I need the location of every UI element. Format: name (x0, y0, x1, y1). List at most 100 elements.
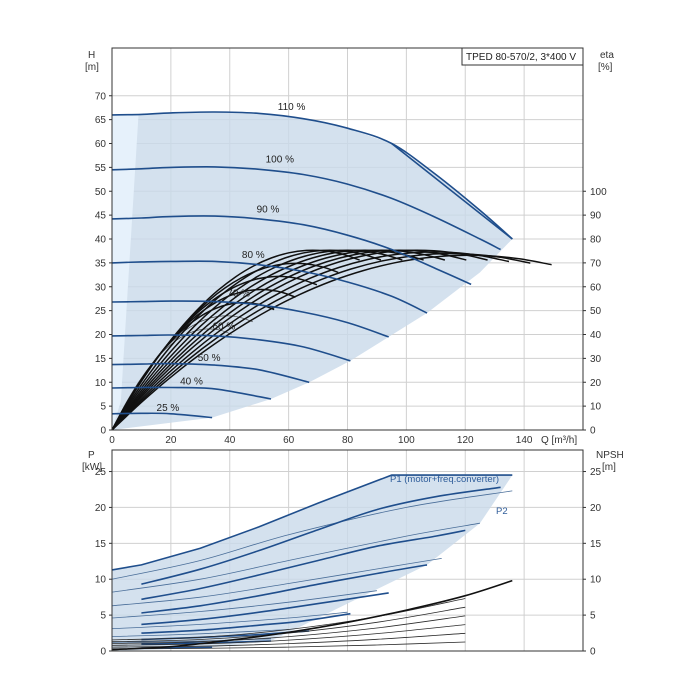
eta-tick-label: 80 (590, 235, 602, 246)
speed-curves (111, 111, 513, 419)
npsh-tick-label: 5 (590, 611, 596, 622)
power-curves (111, 474, 513, 651)
power-tick-label: 15 (95, 539, 107, 550)
npsh-curve (111, 579, 513, 651)
npsh-tick-label: 25 (590, 467, 602, 478)
flow-tick-label: 60 (283, 435, 295, 446)
npsh-axis-unit: [m] (602, 462, 616, 473)
power-tick-label: 0 (100, 647, 106, 658)
speed-label: 40 % (180, 377, 203, 388)
efficiency-curves (111, 249, 552, 431)
power-curve (141, 486, 501, 585)
power-tick-label: 5 (100, 611, 106, 622)
power-panel-frame (111, 449, 584, 652)
npsh-axis-label: NPSH (596, 450, 624, 461)
head-tick-label: 20 (95, 330, 107, 341)
speed-label: 110 % (278, 102, 306, 113)
max-power-limit-line (391, 142, 513, 240)
head-tick-label: 55 (95, 163, 107, 174)
speed-label: 90 % (257, 205, 280, 216)
npsh-tick-label: 0 (590, 647, 596, 658)
npsh-tick-label: 20 (590, 503, 602, 514)
flow-tick-label: 0 (109, 435, 115, 446)
head-tick-label: 50 (95, 187, 107, 198)
head-tick-label: 70 (95, 91, 107, 102)
flow-tick-label: 140 (516, 435, 533, 446)
power-envelope (112, 475, 513, 651)
head-tick-label: 0 (100, 426, 106, 437)
power-axis-unit: [kW] (82, 462, 102, 473)
p2-series-label: P2 (496, 506, 508, 517)
head-tick-label: 10 (95, 378, 107, 389)
speed-curve-labels: 110 % 100 % 90 % 80 % 70 % 60 % 50 % 40 % 25 % (157, 102, 306, 414)
efficiency-curve (111, 249, 488, 431)
head-tick-label: 5 (100, 402, 106, 413)
npsh-thin-curve (111, 615, 466, 644)
p1-envelope-line (111, 474, 513, 571)
power-thin-curve (111, 629, 289, 637)
speed-label: 100 % (266, 155, 294, 166)
power-thin-curve (111, 590, 377, 619)
eta-tick-label: 100 (590, 187, 607, 198)
head-tick-label: 25 (95, 306, 107, 317)
speed-label: 25 % (157, 403, 180, 414)
flow-tick-label: 80 (342, 435, 354, 446)
p1-series-label: P1 (motor+freq.converter) (390, 474, 499, 485)
speed-label: 70 % (227, 288, 250, 299)
eta-axis-unit: [%] (598, 62, 613, 73)
eta-tick-label: 50 (590, 306, 602, 317)
eta-tick-label: 70 (590, 258, 602, 269)
power-axis-label: P (88, 450, 95, 461)
power-tick-label: 20 (95, 503, 107, 514)
npsh-thin-curve (111, 598, 466, 641)
flow-tick-label: 40 (224, 435, 236, 446)
speed-curve-110 (111, 111, 513, 240)
flow-tick-label: 20 (165, 435, 177, 446)
head-axis-unit: [m] (85, 62, 99, 73)
efficiency-curve (111, 251, 510, 431)
head-tick-label: 30 (95, 282, 107, 293)
power-thin-curve (111, 558, 442, 607)
head-tick-label: 60 (95, 139, 107, 150)
head-tick-label: 35 (95, 258, 107, 269)
efficiency-curve (111, 254, 552, 431)
efficiency-curve (111, 252, 531, 431)
power-tick-label: 10 (95, 575, 107, 586)
speed-curve-70 (111, 300, 389, 338)
speed-curve-25 (111, 412, 213, 419)
eta-tick-label: 10 (590, 402, 602, 413)
npsh-tick-label: 10 (590, 575, 602, 586)
flow-tick-label: 100 (398, 435, 415, 446)
flow-tick-label: 120 (457, 435, 474, 446)
npsh-tick-label: 15 (590, 539, 602, 550)
speed-curve-50 (111, 362, 310, 384)
power-curve (141, 612, 351, 634)
power-thin-curve (111, 490, 513, 580)
power-curve (141, 592, 389, 626)
speed-curve-80 (111, 260, 428, 314)
speed-label: 80 % (242, 250, 265, 261)
power-envelope-area (112, 475, 513, 651)
head-tick-label: 65 (95, 115, 107, 126)
power-thin-curve (111, 522, 481, 593)
min-flow-zone (112, 114, 139, 430)
head-panel-tick-labels: 0 20 40 60 80 100 120 1400510152025303540455055… (95, 91, 607, 446)
npsh-thin-curve (111, 624, 466, 646)
head-axis-label: H (88, 50, 95, 61)
npsh-thin-curve (111, 641, 466, 650)
eta-axis-label: eta (600, 50, 614, 61)
eta-tick-label: 20 (590, 378, 602, 389)
speed-label: 50 % (198, 353, 221, 364)
head-tick-label: 15 (95, 354, 107, 365)
eta-tick-label: 0 (590, 426, 596, 437)
speed-curve-40 (111, 386, 272, 400)
eta-tick-label: 30 (590, 354, 602, 365)
power-curve (141, 564, 428, 614)
head-tick-label: 45 (95, 211, 107, 222)
power-thin-curve (111, 611, 348, 630)
speed-curve-60 (111, 334, 351, 362)
power-tick-label: 25 (95, 467, 107, 478)
flow-axis-label: Q [m³/h] (541, 435, 577, 446)
power-panel-tick-labels: 0 5 10 15 20 25 0 5 10 15 20 25 (95, 467, 602, 657)
